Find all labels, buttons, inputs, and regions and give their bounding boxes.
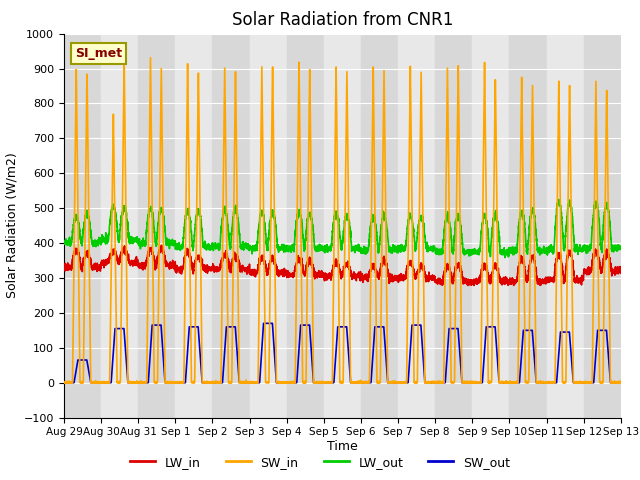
Bar [547, 34, 584, 418]
LW_in [499, 279, 507, 285]
SW_in [499, 379, 507, 385]
SW_in [436, 380, 444, 385]
Y-axis label: Solar Radiation (W/m2): Solar Radiation (W/m2) [5, 153, 19, 299]
Bar [287, 34, 324, 418]
Bar [138, 34, 175, 418]
Line: SW_in: SW_in [64, 58, 621, 383]
Bar [324, 34, 361, 418]
SW_in [161, 321, 168, 327]
SW_out [436, 380, 444, 385]
LW_in [157, 242, 165, 248]
SW_out [617, 380, 625, 385]
LW_out [556, 197, 564, 203]
SW_in [617, 380, 625, 385]
LW_out [322, 244, 330, 250]
LW_in [467, 276, 475, 282]
SW_in [322, 380, 330, 385]
LW_in [160, 252, 168, 258]
Bar [509, 34, 547, 418]
LW_out [499, 248, 506, 253]
Bar [584, 34, 621, 418]
LW_in [616, 269, 624, 275]
LW_out [467, 251, 475, 257]
Bar [472, 34, 509, 418]
SW_in [616, 380, 624, 385]
LW_in [322, 274, 330, 280]
Bar [101, 34, 138, 418]
Title: Solar Radiation from CNR1: Solar Radiation from CNR1 [232, 11, 453, 29]
Bar [361, 34, 398, 418]
SW_out [260, 321, 268, 326]
Bar [212, 34, 250, 418]
Bar [64, 34, 101, 418]
SW_in [467, 380, 475, 385]
LW_out [617, 244, 625, 250]
Bar [175, 34, 212, 418]
LW_in [60, 267, 68, 273]
Line: LW_in: LW_in [64, 245, 621, 286]
SW_out [467, 380, 475, 385]
Text: SI_met: SI_met [75, 47, 122, 60]
SW_out [616, 380, 624, 385]
Bar [398, 34, 435, 418]
SW_out [60, 380, 68, 385]
SW_in [60, 380, 68, 385]
LW_out [616, 245, 624, 251]
LW_in [436, 282, 444, 288]
Bar [250, 34, 287, 418]
LW_in [617, 266, 625, 272]
SW_out [322, 380, 330, 385]
SW_in [60, 380, 68, 385]
LW_out [501, 255, 509, 261]
Line: LW_out: LW_out [64, 200, 621, 258]
LW_out [436, 249, 444, 255]
SW_out [499, 380, 507, 385]
Bar [435, 34, 472, 418]
Line: SW_out: SW_out [64, 324, 621, 383]
SW_in [147, 55, 154, 60]
SW_out [160, 366, 168, 372]
Legend: LW_in, SW_in, LW_out, SW_out: LW_in, SW_in, LW_out, SW_out [125, 451, 515, 474]
LW_out [60, 240, 68, 246]
LW_in [464, 283, 472, 288]
LW_out [160, 213, 168, 219]
X-axis label: Time: Time [327, 440, 358, 453]
